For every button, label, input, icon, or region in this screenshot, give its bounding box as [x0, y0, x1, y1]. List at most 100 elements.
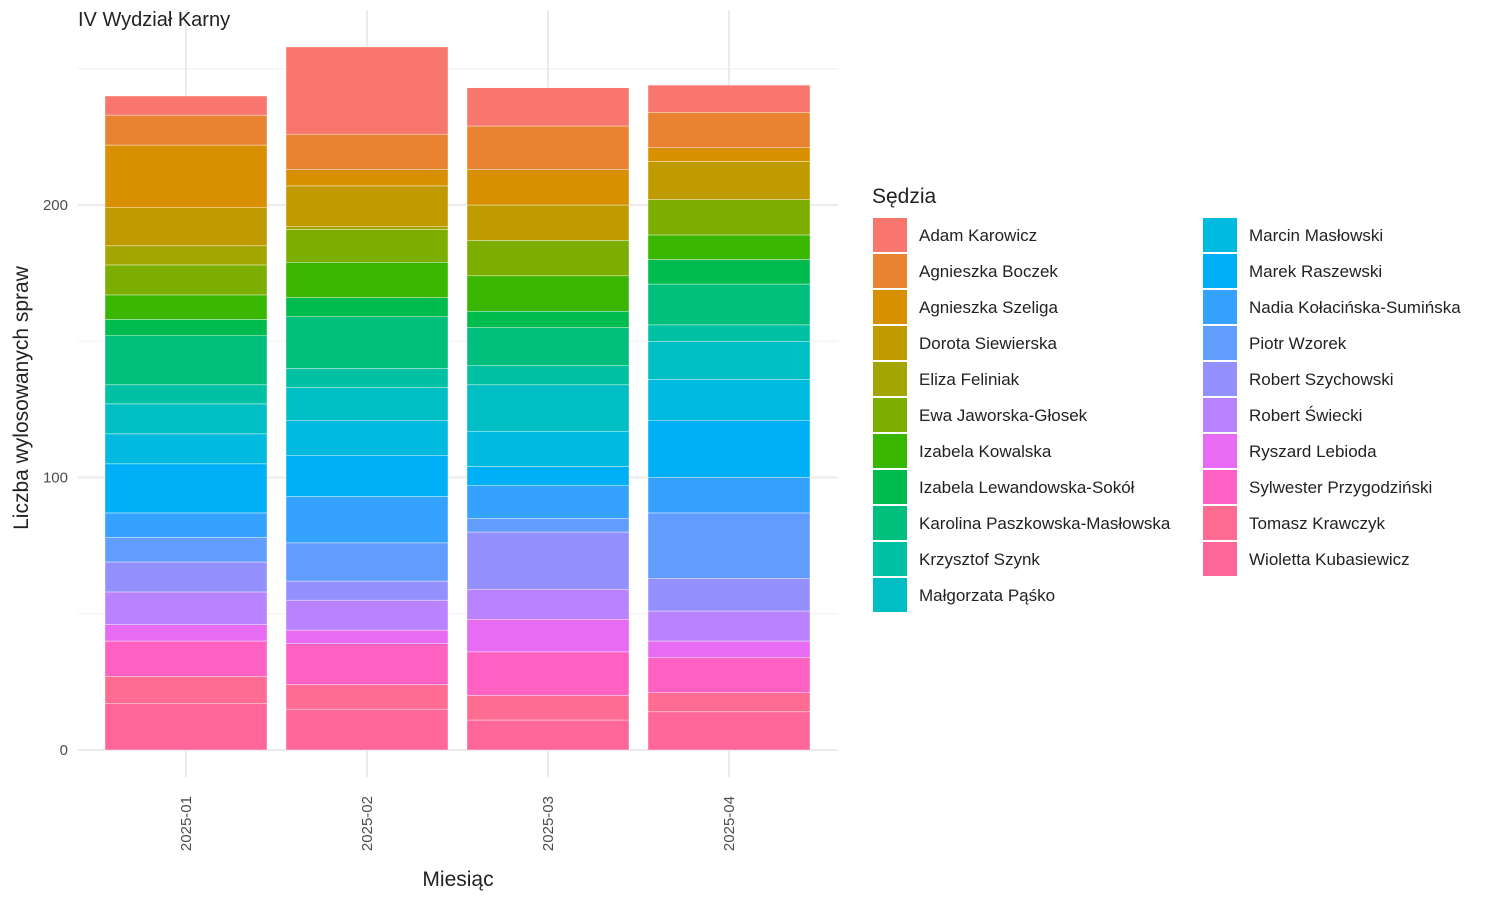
legend-label: Agnieszka Boczek — [919, 262, 1058, 281]
bar-segment — [285, 580, 449, 601]
bar-segment — [285, 643, 449, 685]
legend-item: Dorota Siewierska — [873, 326, 1057, 360]
legend-label: Tomasz Krawczyk — [1249, 514, 1386, 533]
legend-key — [873, 542, 907, 576]
bar-segment — [466, 485, 630, 519]
bar-segment — [285, 387, 449, 421]
y-tick-label: 0 — [60, 742, 68, 759]
bar-segment — [466, 651, 630, 696]
bar-segment — [647, 283, 811, 326]
bar-segment — [647, 578, 811, 612]
legend-label: Piotr Wzorek — [1249, 334, 1347, 353]
bar-segment — [104, 512, 268, 538]
bar-segment — [647, 147, 811, 162]
legend-label: Wioletta Kubasiewicz — [1249, 550, 1410, 569]
bar-segment — [104, 144, 268, 208]
bar-segment — [466, 531, 630, 590]
legend-label: Marcin Masłowski — [1249, 226, 1383, 245]
bar-segment — [104, 335, 268, 386]
bar-segment — [104, 433, 268, 465]
bar-segment — [285, 496, 449, 544]
legend-item: Sylwester Przygodziński — [1203, 470, 1432, 504]
legend-item: Tomasz Krawczyk — [1203, 506, 1386, 540]
bar-segment — [104, 676, 268, 704]
bar-segment — [104, 463, 268, 514]
legend-item: Piotr Wzorek — [1203, 326, 1347, 360]
bar-segment — [104, 591, 268, 625]
legend-label: Ryszard Lebioda — [1249, 442, 1377, 461]
chart-title: IV Wydział Karny — [78, 9, 230, 31]
bar-segment — [647, 234, 811, 260]
bar-segment — [466, 719, 630, 751]
legend-item: Ewa Jaworska-Głosek — [873, 398, 1088, 432]
bar-segment — [104, 640, 268, 677]
legend-key — [873, 290, 907, 324]
bar-segment — [104, 624, 268, 642]
legend-key — [873, 362, 907, 396]
legend-label: Robert Świecki — [1249, 406, 1362, 425]
y-tick-labels: 0 100 200 — [43, 197, 68, 759]
bar-segment — [285, 185, 449, 228]
legend-label: Marek Raszewski — [1249, 262, 1382, 281]
legend-key — [1203, 326, 1237, 360]
bar-segment — [647, 199, 811, 236]
x-tick-label: 2025-04 — [721, 796, 738, 851]
legend-label: Krzysztof Szynk — [919, 550, 1040, 569]
legend-item: Adam Karowicz — [873, 218, 1037, 252]
legend-key — [1203, 470, 1237, 504]
legend-key — [873, 254, 907, 288]
bar-segment — [104, 114, 268, 146]
bar-segment — [466, 311, 630, 328]
bar-segment — [647, 259, 811, 285]
legend-item: Robert Szychowski — [1203, 362, 1394, 396]
legend-label: Ewa Jaworska-Głosek — [919, 406, 1088, 425]
legend-item: Marek Raszewski — [1203, 254, 1382, 288]
bar-segment — [466, 365, 630, 386]
bar-segment — [104, 384, 268, 405]
bar-segment — [466, 327, 630, 366]
bar-segment — [647, 161, 811, 200]
legend-item: Nadia Kołacińska-Sumińska — [1203, 290, 1461, 324]
bar-segment — [104, 319, 268, 337]
bar-segment — [285, 708, 449, 751]
bar-segment — [285, 368, 449, 388]
legend-label: Nadia Kołacińska-Sumińska — [1249, 298, 1461, 317]
legend-key — [873, 470, 907, 504]
bar-segment — [285, 169, 449, 187]
bar-segment — [285, 297, 449, 317]
bar-segment — [647, 324, 811, 342]
x-tick-label: 2025-01 — [178, 796, 195, 851]
x-tick-labels: 2025-01 2025-02 2025-03 2025-04 — [178, 796, 738, 851]
x-tick-label: 2025-03 — [540, 796, 557, 851]
legend-item: Małgorzata Pąśko — [873, 578, 1055, 612]
bar-segment — [466, 430, 630, 467]
bar-segment — [466, 240, 630, 277]
bar-segment — [285, 316, 449, 369]
bar-segment — [104, 537, 268, 563]
bar-segment — [104, 95, 268, 116]
legend-label: Małgorzata Pąśko — [919, 586, 1055, 605]
bar-segment — [104, 207, 268, 247]
bar-segment — [647, 84, 811, 113]
legend-key — [1203, 254, 1237, 288]
bar-segment — [466, 204, 630, 241]
bar-segment — [647, 711, 811, 751]
legend-title: Sędzia — [872, 185, 937, 208]
legend-key — [1203, 506, 1237, 540]
legend-key — [873, 326, 907, 360]
bar-segment — [285, 542, 449, 582]
bar-segment — [647, 640, 811, 658]
legend-key — [873, 218, 907, 252]
legend-item: Agnieszka Szeliga — [873, 290, 1058, 324]
y-tick-label: 100 — [43, 470, 68, 487]
x-tick-label: 2025-02 — [359, 796, 376, 851]
bar-segment — [647, 477, 811, 514]
bar-segment — [466, 466, 630, 486]
bar-segment — [285, 262, 449, 298]
legend-item: Wioletta Kubasiewicz — [1203, 542, 1410, 576]
legend-item: Robert Świecki — [1203, 398, 1362, 432]
legend: Sędzia Adam Karowicz Agnieszka Boczek Agni… — [872, 185, 1461, 612]
bar-segment — [466, 695, 630, 721]
bar-segment — [104, 561, 268, 593]
